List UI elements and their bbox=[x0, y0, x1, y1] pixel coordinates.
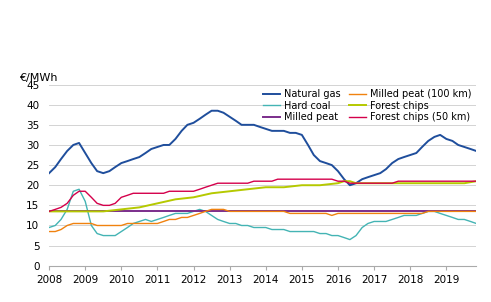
Milled peat (100 km) bbox=[323, 212, 329, 215]
Milled peat bbox=[263, 210, 269, 213]
Milled peat bbox=[335, 210, 341, 213]
Forest chips bbox=[118, 207, 124, 211]
Line: Forest chips: Forest chips bbox=[49, 181, 476, 211]
Forest chips bbox=[347, 179, 353, 183]
Forest chips bbox=[191, 195, 196, 199]
Forest chips bbox=[371, 182, 377, 185]
Forest chips bbox=[443, 182, 449, 185]
Natural gas bbox=[209, 109, 215, 113]
Natural gas bbox=[347, 183, 353, 187]
Milled peat bbox=[299, 210, 305, 213]
Natural gas bbox=[46, 171, 52, 175]
Line: Forest chips (50 km): Forest chips (50 km) bbox=[49, 179, 476, 211]
Line: Milled peat (100 km): Milled peat (100 km) bbox=[49, 209, 476, 232]
Forest chips bbox=[209, 191, 215, 195]
Hard coal bbox=[473, 222, 479, 225]
Forest chips (50 km) bbox=[148, 191, 154, 195]
Milled peat (100 km) bbox=[473, 210, 479, 213]
Natural gas bbox=[323, 161, 329, 165]
Hard coal bbox=[449, 216, 455, 219]
Forest chips (50 km) bbox=[107, 204, 112, 207]
Forest chips bbox=[317, 183, 323, 187]
Forest chips bbox=[335, 182, 341, 185]
Forest chips bbox=[425, 182, 431, 185]
Forest chips bbox=[64, 210, 70, 213]
Milled peat (100 km) bbox=[107, 224, 112, 227]
Milled peat (100 km) bbox=[46, 230, 52, 233]
Forest chips bbox=[407, 182, 413, 185]
Forest chips bbox=[172, 198, 178, 201]
Milled peat bbox=[407, 210, 413, 213]
Hard coal bbox=[76, 188, 82, 191]
Milled peat (100 km) bbox=[148, 222, 154, 225]
Forest chips bbox=[82, 210, 88, 213]
Forest chips bbox=[155, 201, 161, 205]
Milled peat (100 km) bbox=[293, 212, 299, 215]
Forest chips bbox=[473, 179, 479, 183]
Hard coal bbox=[112, 234, 118, 237]
Forest chips bbox=[136, 206, 142, 209]
Forest chips (50 km) bbox=[191, 189, 196, 193]
Milled peat bbox=[443, 210, 449, 213]
Forest chips bbox=[227, 189, 233, 193]
Natural gas bbox=[341, 177, 347, 181]
Forest chips bbox=[462, 182, 467, 185]
Forest chips bbox=[100, 210, 106, 213]
Hard coal bbox=[323, 232, 329, 235]
Milled peat (100 km) bbox=[341, 212, 347, 215]
Forest chips (50 km) bbox=[473, 179, 479, 183]
Milled peat bbox=[473, 210, 479, 213]
Hard coal bbox=[293, 230, 299, 233]
Milled peat bbox=[155, 210, 161, 213]
Legend: Natural gas, Hard coal, Milled peat, Milled peat (100 km), Forest chips, Forest : Natural gas, Hard coal, Milled peat, Mil… bbox=[263, 89, 471, 122]
Forest chips bbox=[263, 185, 269, 189]
Line: Natural gas: Natural gas bbox=[49, 111, 476, 185]
Forest chips bbox=[353, 182, 359, 185]
Hard coal bbox=[347, 238, 353, 241]
Forest chips bbox=[389, 182, 395, 185]
Forest chips (50 km) bbox=[341, 179, 347, 183]
Natural gas bbox=[191, 121, 196, 125]
Forest chips bbox=[299, 183, 305, 187]
Natural gas bbox=[449, 139, 455, 143]
Milled peat bbox=[118, 210, 124, 213]
Forest chips bbox=[245, 188, 250, 191]
Natural gas bbox=[293, 131, 299, 135]
Milled peat bbox=[191, 210, 196, 213]
Forest chips (50 km) bbox=[275, 177, 281, 181]
Natural gas bbox=[107, 169, 112, 173]
Milled peat bbox=[82, 210, 88, 213]
Forest chips (50 km) bbox=[293, 177, 299, 181]
Hard coal bbox=[197, 207, 203, 211]
Forest chips (50 km) bbox=[323, 177, 329, 181]
Forest chips bbox=[46, 210, 52, 213]
Milled peat bbox=[227, 210, 233, 213]
Text: €/MWh: €/MWh bbox=[19, 73, 58, 83]
Milled peat bbox=[371, 210, 377, 213]
Forest chips (50 km) bbox=[46, 210, 52, 213]
Milled peat (100 km) bbox=[209, 207, 215, 211]
Forest chips bbox=[281, 185, 287, 189]
Forest chips bbox=[341, 179, 347, 183]
Hard coal bbox=[46, 226, 52, 229]
Hard coal bbox=[341, 236, 347, 239]
Milled peat bbox=[46, 210, 52, 213]
Line: Hard coal: Hard coal bbox=[49, 189, 476, 239]
Natural gas bbox=[473, 149, 479, 153]
Milled peat (100 km) bbox=[191, 214, 196, 217]
